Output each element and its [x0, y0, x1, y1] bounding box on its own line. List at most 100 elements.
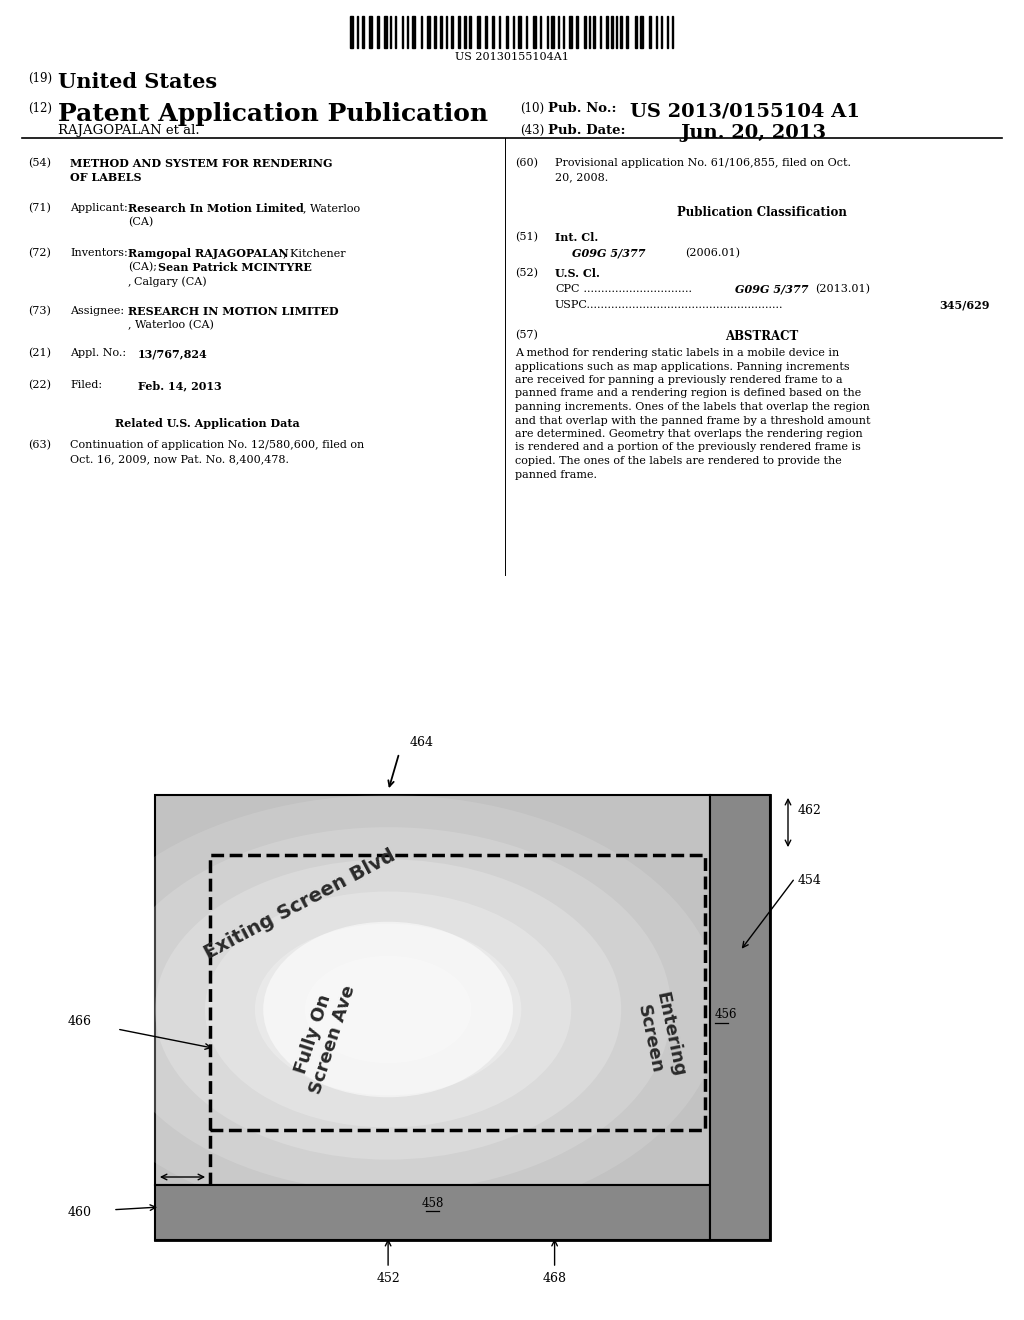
Text: (CA): (CA) — [128, 216, 154, 227]
Bar — [710, 795, 770, 1239]
Text: , Waterloo (CA): , Waterloo (CA) — [128, 319, 214, 330]
Text: (12): (12) — [28, 102, 52, 115]
Bar — [369, 16, 372, 48]
Text: (73): (73) — [28, 306, 51, 317]
Bar — [464, 16, 466, 48]
Text: ABSTRACT: ABSTRACT — [725, 330, 799, 343]
Text: (43): (43) — [520, 124, 544, 137]
Text: applications such as map applications. Panning increments: applications such as map applications. P… — [515, 362, 850, 371]
Text: 468: 468 — [543, 1271, 566, 1284]
Bar — [575, 16, 578, 48]
Text: (2006.01): (2006.01) — [685, 248, 740, 259]
Bar — [506, 16, 508, 48]
Text: RESEARCH IN MOTION LIMITED: RESEARCH IN MOTION LIMITED — [128, 306, 339, 317]
Text: RAJAGOPALAN et al.: RAJAGOPALAN et al. — [58, 124, 200, 137]
Text: Appl. No.:: Appl. No.: — [70, 348, 126, 358]
Text: Fully On
Screen Ave: Fully On Screen Ave — [287, 977, 359, 1097]
Text: Ramgopal RAJAGOPALAN: Ramgopal RAJAGOPALAN — [128, 248, 289, 259]
Text: Oct. 16, 2009, now Pat. No. 8,400,478.: Oct. 16, 2009, now Pat. No. 8,400,478. — [70, 454, 289, 465]
Text: Exiting Screen Blvd: Exiting Screen Blvd — [202, 846, 398, 962]
Text: (10): (10) — [520, 102, 544, 115]
Bar — [649, 16, 651, 48]
Text: (CA);: (CA); — [128, 261, 157, 272]
Text: (63): (63) — [28, 440, 51, 450]
Text: 345/629: 345/629 — [939, 300, 990, 312]
Text: 13/767,824: 13/767,824 — [138, 348, 208, 359]
Bar — [440, 16, 442, 48]
Text: Research In Motion Limited: Research In Motion Limited — [128, 203, 304, 214]
Text: panning increments. Ones of the labels that overlap the region: panning increments. Ones of the labels t… — [515, 403, 869, 412]
Text: copied. The ones of the labels are rendered to provide the: copied. The ones of the labels are rende… — [515, 455, 842, 466]
Text: Pub. No.:: Pub. No.: — [548, 102, 616, 115]
Bar — [492, 16, 494, 48]
Bar — [640, 16, 643, 48]
Text: and that overlap with the panned frame by a threshold amount: and that overlap with the panned frame b… — [515, 416, 870, 425]
Text: (22): (22) — [28, 380, 51, 391]
Text: 456: 456 — [715, 1008, 737, 1022]
Text: (52): (52) — [515, 268, 538, 279]
Bar — [384, 16, 387, 48]
Text: Patent Application Publication: Patent Application Publication — [58, 102, 488, 125]
Text: (19): (19) — [28, 73, 52, 84]
Text: USPC: USPC — [555, 300, 588, 310]
Ellipse shape — [205, 891, 571, 1127]
Text: Feb. 14, 2013: Feb. 14, 2013 — [138, 380, 222, 391]
Text: panned frame.: panned frame. — [515, 470, 597, 479]
Bar — [551, 16, 554, 48]
Text: Filed:: Filed: — [70, 380, 102, 389]
Text: (60): (60) — [515, 158, 538, 169]
Text: A method for rendering static labels in a mobile device in: A method for rendering static labels in … — [515, 348, 840, 358]
Bar — [155, 1185, 710, 1239]
Bar — [584, 16, 586, 48]
Text: (2013.01): (2013.01) — [815, 284, 870, 294]
Bar — [569, 16, 572, 48]
Text: (54): (54) — [28, 158, 51, 169]
Bar — [155, 795, 710, 1185]
Text: METHOD AND SYSTEM FOR RENDERING: METHOD AND SYSTEM FOR RENDERING — [70, 158, 333, 169]
Bar — [518, 16, 521, 48]
Bar — [377, 16, 379, 48]
Ellipse shape — [305, 956, 471, 1063]
Text: 464: 464 — [410, 737, 433, 750]
Text: Entering
Screen: Entering Screen — [632, 990, 688, 1084]
Text: 452: 452 — [376, 1271, 400, 1284]
Text: panned frame and a rendering region is defined based on the: panned frame and a rendering region is d… — [515, 388, 861, 399]
Bar — [593, 16, 595, 48]
Text: (21): (21) — [28, 348, 51, 358]
Bar — [477, 16, 480, 48]
Text: (57): (57) — [515, 330, 538, 341]
Text: 454: 454 — [798, 874, 822, 887]
Bar — [485, 16, 487, 48]
Ellipse shape — [55, 795, 721, 1224]
Bar — [635, 16, 637, 48]
Bar — [350, 16, 353, 48]
Text: is rendered and a portion of the previously rendered frame is: is rendered and a portion of the previou… — [515, 442, 861, 453]
Text: ,: , — [128, 276, 131, 286]
Bar — [458, 16, 460, 48]
Text: Int. Cl.: Int. Cl. — [555, 232, 598, 243]
Text: ........................................................: ........................................… — [583, 300, 782, 310]
Text: (51): (51) — [515, 232, 538, 243]
Text: 466: 466 — [68, 1015, 92, 1028]
Text: G09G 5/377: G09G 5/377 — [735, 284, 809, 294]
Ellipse shape — [155, 859, 622, 1160]
Text: Provisional application No. 61/106,855, filed on Oct.: Provisional application No. 61/106,855, … — [555, 158, 851, 168]
Bar — [611, 16, 613, 48]
Text: 462: 462 — [798, 804, 822, 817]
Text: Calgary (CA): Calgary (CA) — [134, 276, 207, 286]
Ellipse shape — [263, 921, 513, 1097]
Text: Jun. 20, 2013: Jun. 20, 2013 — [680, 124, 826, 143]
Text: 458: 458 — [421, 1197, 443, 1209]
Text: United States: United States — [58, 73, 217, 92]
Text: US 20130155104A1: US 20130155104A1 — [455, 51, 569, 62]
Bar — [362, 16, 364, 48]
Bar — [451, 16, 453, 48]
Text: (72): (72) — [28, 248, 51, 259]
Text: 20, 2008.: 20, 2008. — [555, 172, 608, 182]
Bar — [469, 16, 471, 48]
Text: Inventors:: Inventors: — [70, 248, 128, 257]
Bar — [434, 16, 436, 48]
Text: CPC: CPC — [555, 284, 580, 294]
Text: are received for panning a previously rendered frame to a: are received for panning a previously re… — [515, 375, 843, 385]
Bar — [155, 795, 770, 1239]
